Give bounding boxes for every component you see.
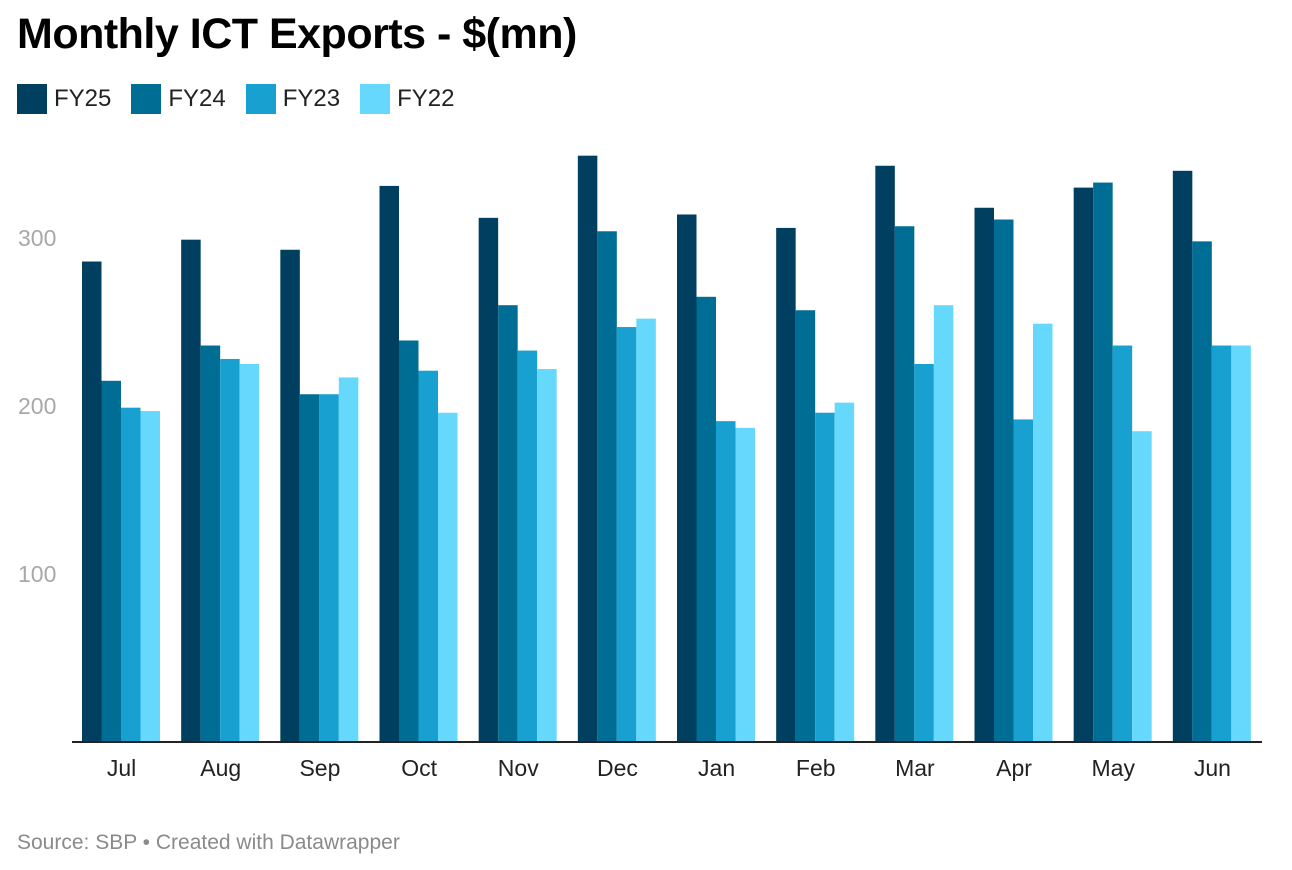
legend-item-fy22: FY22 (360, 84, 455, 114)
bar-fy22-feb (834, 402, 855, 742)
bar-fy22-sep (338, 377, 359, 742)
bar-fy24-feb (795, 310, 816, 742)
x-tick-label-may: May (1092, 755, 1136, 781)
bar-fy25-dec (577, 155, 598, 742)
bar-fy23-nov (517, 350, 538, 742)
x-tick-label-feb: Feb (796, 755, 836, 781)
bar-fy24-nov (498, 305, 518, 742)
bar-fy22-mar (933, 305, 954, 742)
bar-fy22-jul (140, 411, 160, 742)
y-tick-label-100: 100 (18, 561, 56, 587)
bar-fy22-aug (239, 364, 260, 742)
bar-fy23-jun (1211, 345, 1232, 742)
bar-fy24-aug (200, 345, 221, 742)
legend-label-fy24: FY24 (168, 85, 226, 112)
bar-fy25-mar (875, 165, 895, 742)
bar-fy25-jan (677, 214, 697, 743)
bar-fy23-feb (815, 412, 835, 742)
bar-fy23-apr (1013, 419, 1033, 742)
bar-fy23-jul (121, 407, 141, 742)
x-tick-label-aug: Aug (200, 755, 241, 781)
bar-fy23-oct (418, 370, 438, 742)
bar-fy24-apr (994, 219, 1014, 742)
legend-label-fy23: FY23 (282, 85, 341, 112)
bar-fy24-dec (597, 231, 617, 742)
bar-fy24-jun (1192, 241, 1212, 743)
bar-fy22-apr (1033, 323, 1053, 742)
bar-fy23-may (1112, 345, 1133, 742)
source-footer: Source: SBP • Created with Datawrapper (17, 831, 400, 854)
bar-fy23-sep (319, 394, 339, 742)
x-tick-label-sep: Sep (299, 755, 340, 781)
bar-fy25-oct (379, 185, 399, 743)
bar-fy25-feb (776, 227, 796, 743)
x-tick-label-mar: Mar (895, 755, 935, 781)
legend-item-fy24: FY24 (131, 84, 226, 114)
bar-fy22-jun (1231, 345, 1251, 742)
bar-fy25-apr (974, 207, 994, 742)
legend-label-fy25: FY25 (54, 85, 112, 112)
legend-swatch-fy24 (131, 84, 162, 114)
bar-fy24-sep (299, 394, 320, 742)
legend-label-fy22: FY22 (397, 85, 455, 112)
bar-fy25-aug (181, 239, 201, 742)
bar-fy22-oct (438, 412, 458, 742)
x-tick-label-oct: Oct (401, 755, 437, 781)
bar-fy24-jul (101, 380, 121, 742)
y-tick-label-200: 200 (18, 393, 56, 419)
x-tick-label-jun: Jun (1194, 755, 1231, 781)
bar-fy22-dec (636, 318, 656, 742)
chart-title: Monthly ICT Exports - $(mn) (17, 10, 577, 58)
x-tick-label-nov: Nov (498, 755, 539, 781)
legend-swatch-fy23 (245, 84, 276, 114)
bar-fy23-dec (616, 327, 637, 742)
x-tick-label-jan: Jan (698, 755, 735, 781)
bar-chart: 100 200 300 Jul Aug Sep Oct Nov Dec Jan Feb Mar Apr M… (18, 155, 1262, 781)
bar-fy24-mar (894, 226, 915, 743)
legend: FY25 FY24 FY23 FY22 (17, 84, 475, 114)
bar-fy23-jan (716, 421, 736, 742)
bar-fy22-may (1132, 431, 1152, 742)
bar-fy22-nov (537, 369, 557, 742)
bar-fy23-aug (220, 358, 240, 742)
bar-fy25-jun (1172, 170, 1193, 743)
x-tick-label-apr: Apr (996, 755, 1032, 781)
bar-fy23-mar (914, 364, 934, 742)
legend-item-fy25: FY25 (17, 84, 111, 114)
bar-fy22-jan (735, 427, 755, 742)
x-tick-label-dec: Dec (597, 755, 638, 781)
legend-swatch-fy22 (360, 84, 391, 114)
bar-fy24-jan (696, 296, 716, 742)
x-tick-label-jul: Jul (107, 755, 136, 781)
legend-swatch-fy25 (17, 84, 47, 114)
bar-fy24-may (1093, 182, 1113, 742)
bar-fy25-sep (280, 249, 300, 742)
bar-fy25-jul (82, 261, 102, 742)
bar-fy24-oct (399, 340, 419, 742)
bar-fy25-may (1073, 187, 1094, 743)
bar-fy25-nov (478, 217, 499, 743)
y-tick-label-300: 300 (18, 225, 56, 251)
legend-item-fy23: FY23 (245, 84, 341, 114)
